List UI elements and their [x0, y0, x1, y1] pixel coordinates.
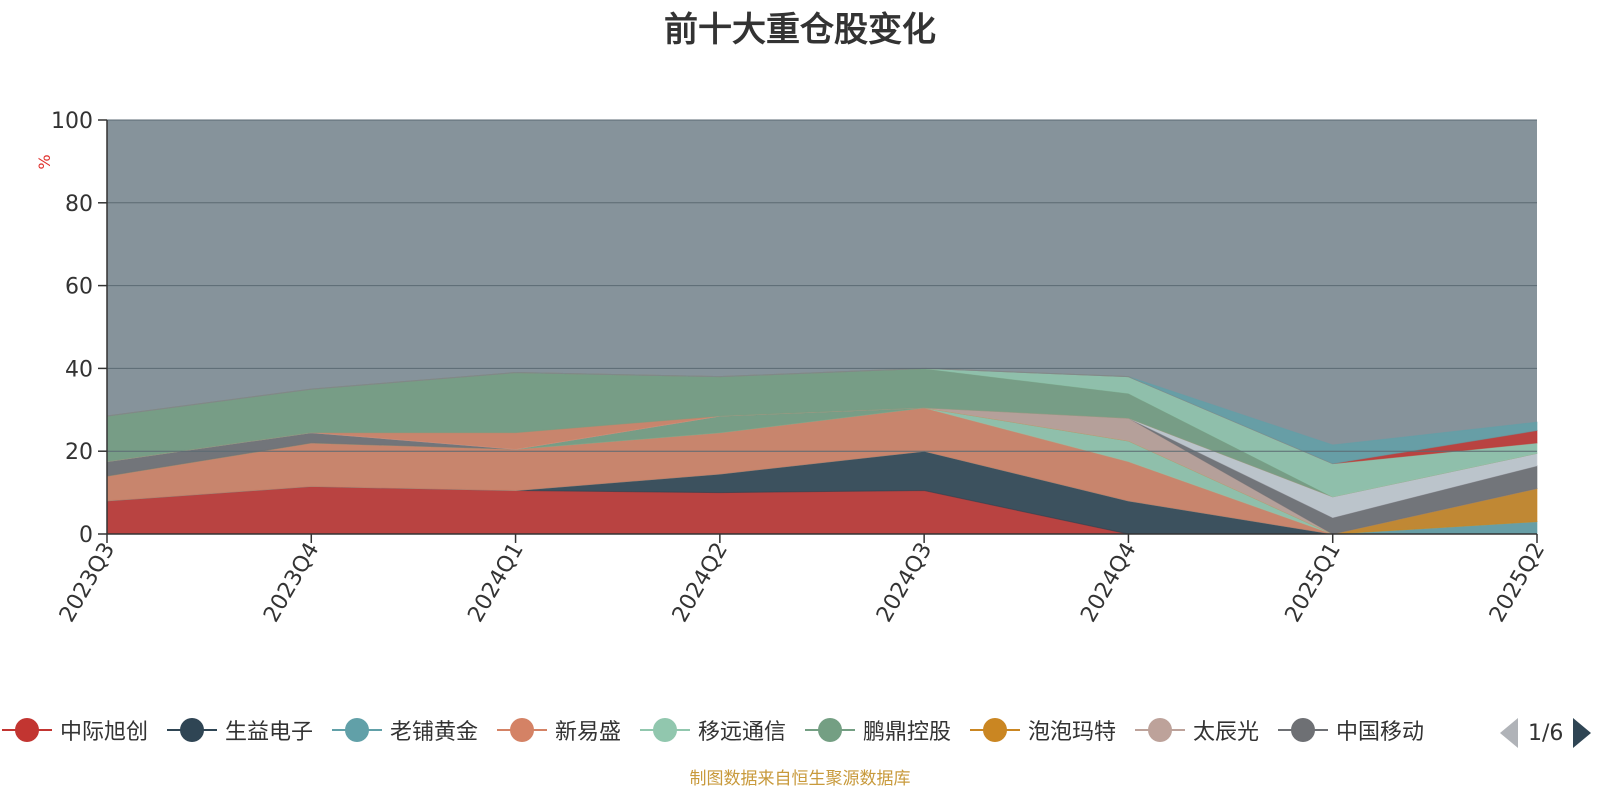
x-tick-label: 2023Q3 — [55, 539, 120, 627]
series-area-15[interactable] — [106, 367, 1538, 465]
y-tick-label: 100 — [51, 109, 93, 134]
legend-item[interactable]: 中国移动 — [1278, 710, 1424, 750]
legend-item[interactable]: 移远通信 — [640, 710, 786, 750]
legend-marker-icon — [805, 710, 855, 750]
y-tick-label: 40 — [65, 357, 93, 382]
legend-item[interactable]: 新易盛 — [497, 710, 621, 750]
legend-marker-icon — [2, 710, 52, 750]
y-tick-label: 20 — [65, 440, 93, 465]
source-note: 制图数据来自恒生聚源数据库 — [689, 769, 911, 789]
legend-marker-icon — [640, 710, 690, 750]
legend-label: 中国移动 — [1336, 720, 1425, 745]
legend-label: 鹏鼎控股 — [863, 720, 952, 745]
next-page-icon[interactable] — [1573, 718, 1592, 748]
gridlines — [107, 119, 1537, 452]
legend-item[interactable]: 泡泡玛特 — [970, 710, 1116, 750]
legend-marker-icon — [332, 710, 382, 750]
x-tick-label: 2024Q1 — [463, 539, 528, 627]
legend-label: 中际旭创 — [60, 720, 149, 745]
prev-page-icon[interactable] — [1500, 718, 1518, 748]
chart-title: 前十大重仓股变化 — [664, 10, 936, 50]
y-tick-label: 60 — [65, 275, 93, 300]
plot-area — [106, 120, 1538, 535]
x-tick-label: 2024Q4 — [1076, 539, 1141, 627]
legend-label: 生益电子 — [225, 720, 314, 745]
legend-marker-icon — [1278, 710, 1328, 750]
x-tick-label: 2024Q2 — [668, 539, 733, 627]
legend-item[interactable]: 中际旭创 — [2, 710, 148, 750]
legend[interactable]: 中际旭创 生益电子 老铺黄金 新易盛 移远通信 鹏鼎控股 泡泡玛特 太辰光 中国移动 — [0, 710, 1480, 750]
legend-marker-icon — [970, 710, 1020, 750]
legend-label: 移远通信 — [698, 720, 787, 745]
legend-label: 泡泡玛特 — [1028, 720, 1117, 745]
y-tick-label: 0 — [79, 523, 93, 548]
legend-page-indicator: 1/6 — [1528, 720, 1564, 746]
x-tick-label: 2023Q4 — [259, 539, 324, 627]
y-axis-label: % — [35, 154, 54, 169]
legend-marker-icon — [497, 710, 547, 750]
legend-item[interactable]: 太辰光 — [1135, 710, 1259, 750]
x-tick-label: 2025Q2 — [1485, 539, 1550, 627]
x-tick-label: 2025Q1 — [1281, 539, 1346, 627]
x-tick-label: 2024Q3 — [872, 539, 937, 627]
legend-label: 新易盛 — [555, 720, 622, 745]
legend-item[interactable]: 鹏鼎控股 — [805, 710, 951, 750]
legend-label: 太辰光 — [1193, 720, 1260, 745]
legend-marker-icon — [167, 710, 217, 750]
legend-label: 老铺黄金 — [390, 720, 479, 745]
legend-item[interactable]: 生益电子 — [167, 710, 313, 750]
legend-marker-icon — [1135, 710, 1185, 750]
legend-item[interactable]: 老铺黄金 — [332, 710, 478, 750]
legend-pager: 1/6 — [1500, 716, 1592, 750]
y-tick-label: 80 — [65, 192, 93, 217]
